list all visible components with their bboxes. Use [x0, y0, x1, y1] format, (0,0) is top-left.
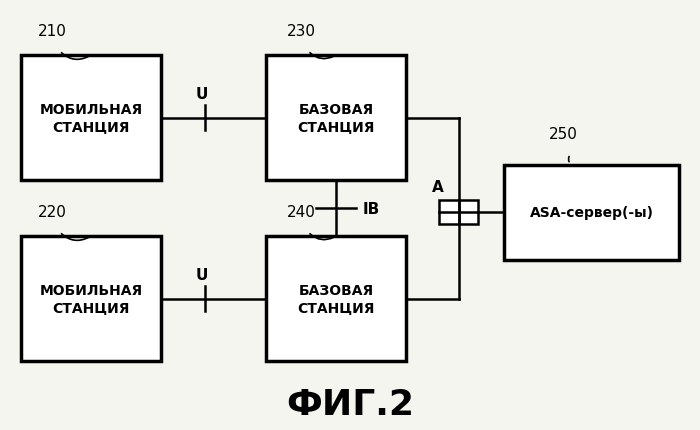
- Bar: [439, 201, 478, 225]
- Bar: [266, 56, 406, 181]
- Text: МОБИЛЬНАЯ
СТАНЦИЯ: МОБИЛЬНАЯ СТАНЦИЯ: [39, 284, 143, 314]
- Text: МОБИЛЬНАЯ
СТАНЦИЯ: МОБИЛЬНАЯ СТАНЦИЯ: [39, 103, 143, 133]
- Bar: [21, 56, 161, 181]
- Text: 230: 230: [286, 24, 316, 39]
- Text: U: U: [195, 267, 208, 283]
- Text: U: U: [195, 87, 208, 102]
- Text: ФИГ.2: ФИГ.2: [286, 387, 414, 421]
- Text: A: A: [432, 179, 443, 194]
- Text: ASA-сервер(-ы): ASA-сервер(-ы): [529, 206, 654, 220]
- Text: БАЗОВАЯ
СТАНЦИЯ: БАЗОВАЯ СТАНЦИЯ: [298, 284, 374, 314]
- Text: 250: 250: [549, 127, 578, 142]
- Bar: [21, 237, 161, 361]
- Bar: [504, 166, 679, 260]
- Text: 240: 240: [286, 204, 316, 219]
- Bar: [266, 237, 406, 361]
- Text: БАЗОВАЯ
СТАНЦИЯ: БАЗОВАЯ СТАНЦИЯ: [298, 103, 374, 133]
- Text: 210: 210: [38, 24, 67, 39]
- Text: 220: 220: [38, 204, 67, 219]
- Text: IB: IB: [363, 201, 380, 216]
